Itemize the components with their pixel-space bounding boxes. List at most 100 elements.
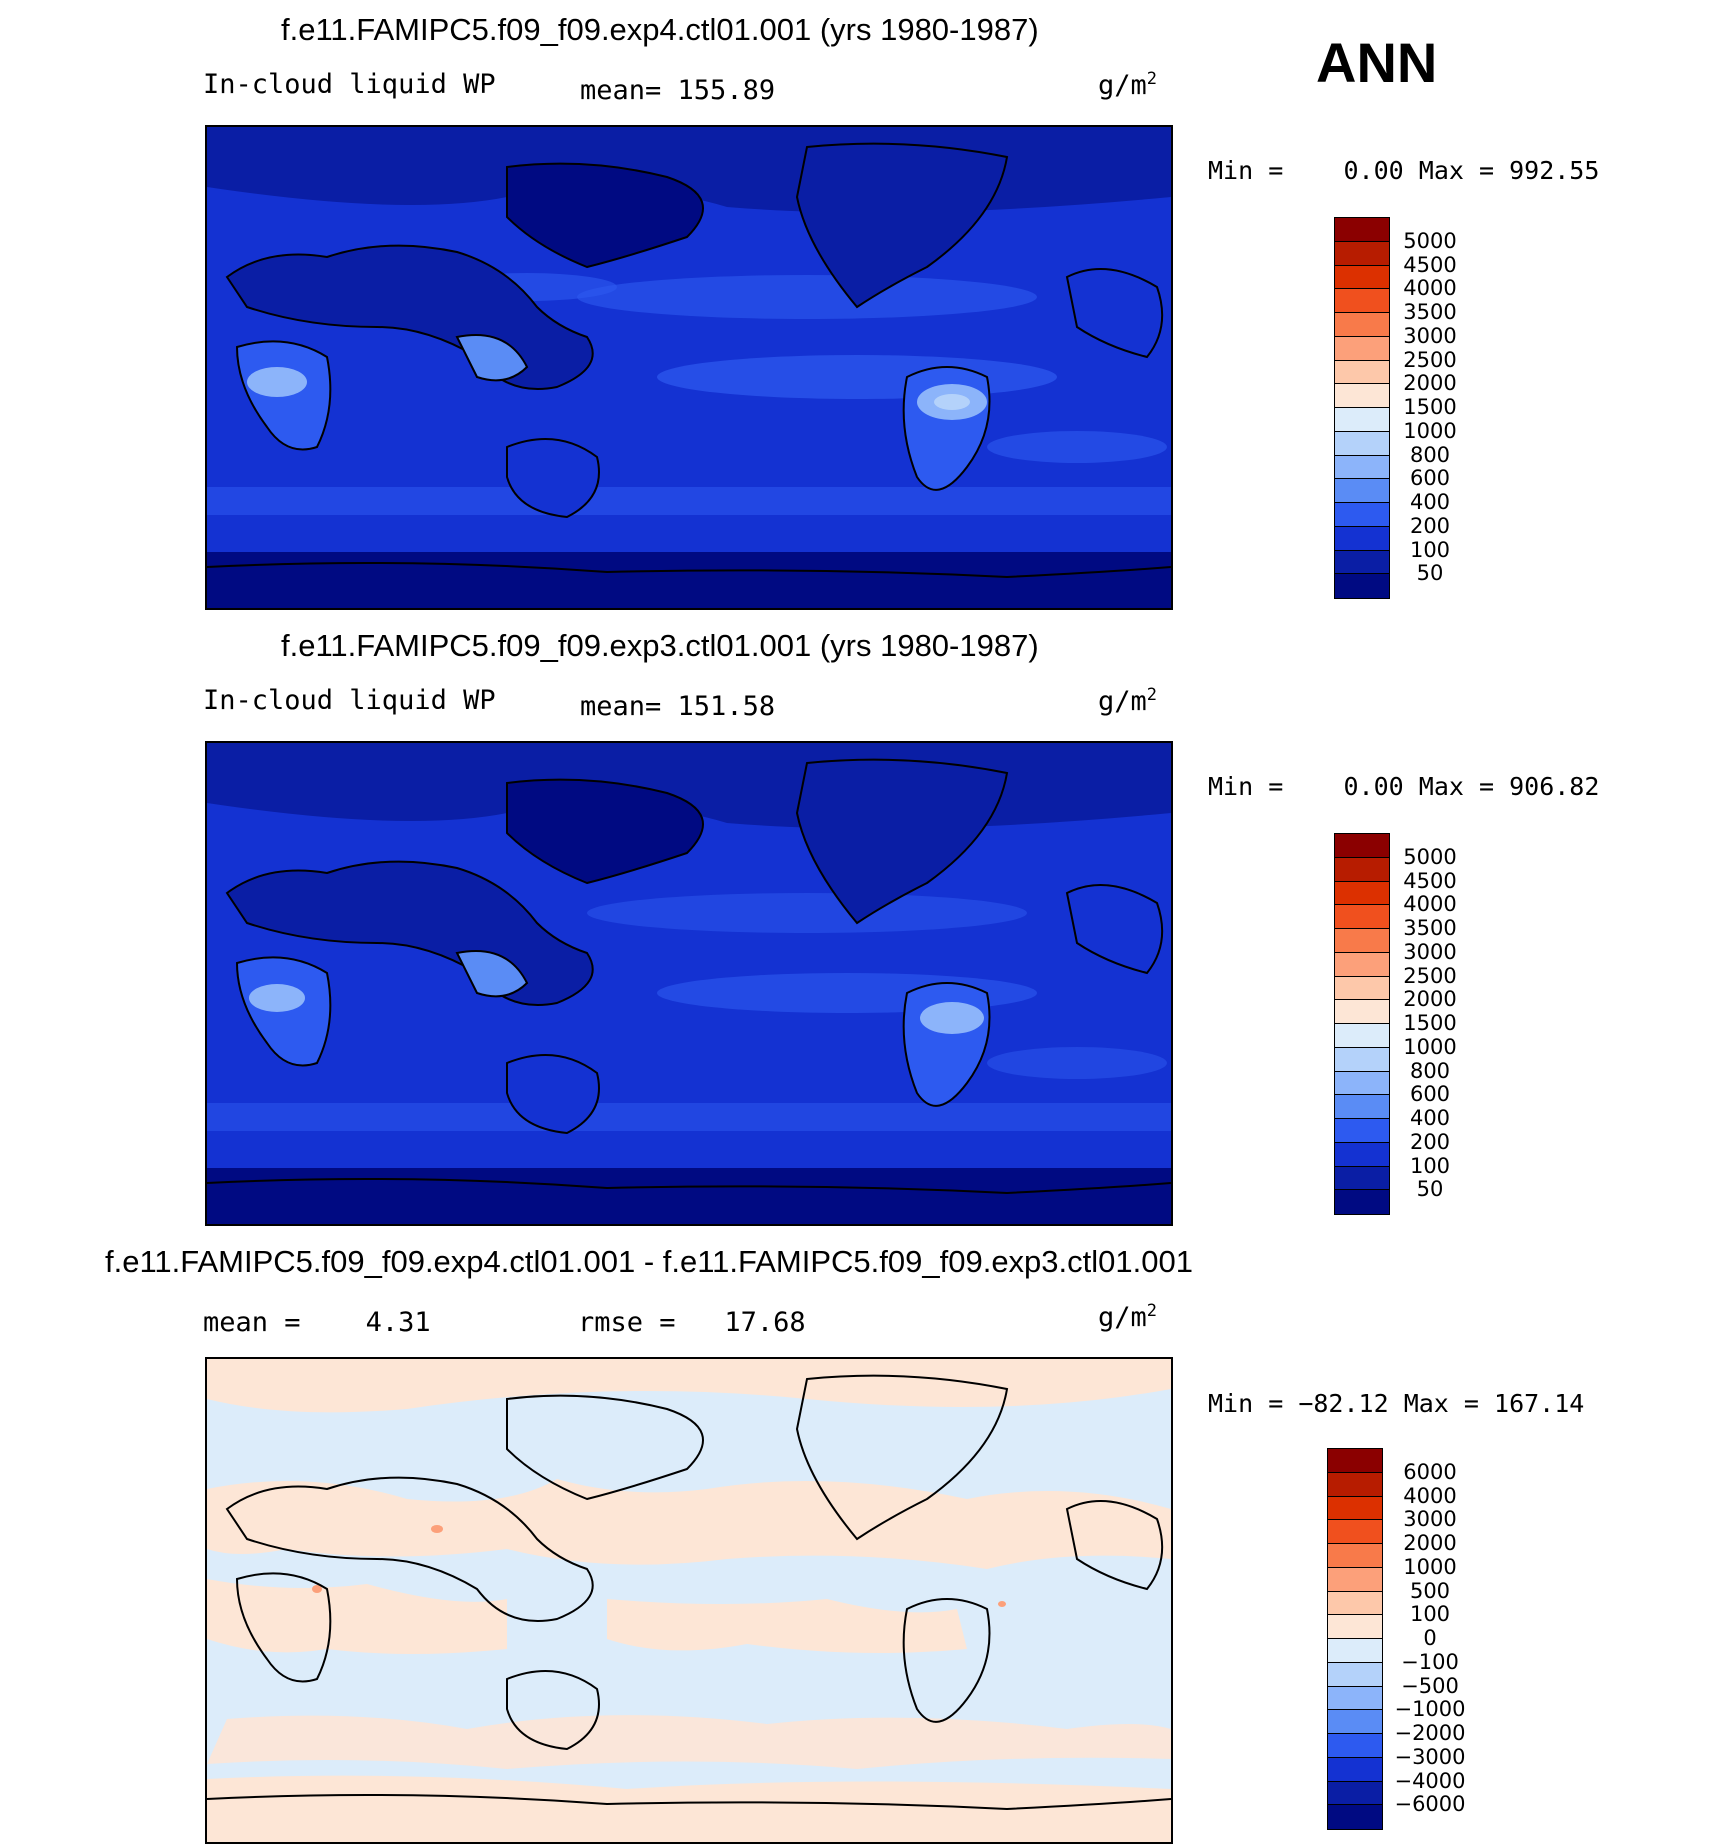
colorbar-label: 2500: [1403, 347, 1457, 372]
panel2-colorbar-scale: [1334, 833, 1390, 1215]
panel1-field-label: In-cloud liquid WP: [203, 69, 496, 100]
colorbar-swatch: [1335, 1095, 1389, 1119]
colorbar-swatch: [1335, 503, 1389, 527]
colorbar-label: 3500: [1403, 916, 1457, 940]
colorbar-swatch: [1328, 1591, 1382, 1616]
colorbar-label: 1000: [1403, 418, 1457, 443]
panel3-map-svg: [207, 1359, 1171, 1842]
colorbar-label: 800: [1409, 442, 1451, 467]
colorbar-label: 1500: [1403, 395, 1457, 419]
colorbar-swatch: [1328, 1662, 1382, 1687]
colorbar-swatch: [1335, 857, 1389, 882]
panel1-units: g/m2: [1098, 69, 1158, 101]
panel2-mean: mean= 151.58: [580, 691, 776, 722]
colorbar-swatch: [1335, 1000, 1389, 1024]
panel1-colorbar-scale: [1334, 217, 1390, 599]
colorbar-swatch: [1328, 1472, 1382, 1497]
colorbar-label: 100: [1409, 1153, 1451, 1178]
colorbar-label: 4000: [1403, 276, 1457, 301]
colorbar-swatch: [1335, 834, 1389, 858]
colorbar-swatch: [1335, 241, 1389, 266]
colorbar-swatch: [1335, 479, 1389, 503]
colorbar-label: −6000: [1394, 1792, 1466, 1817]
colorbar-label: 400: [1409, 1106, 1451, 1130]
colorbar-label: 4500: [1403, 868, 1457, 893]
colorbar-swatch: [1335, 218, 1389, 242]
colorbar-label: 600: [1409, 1082, 1451, 1107]
panel2-map: [205, 741, 1173, 1226]
colorbar-swatch: [1328, 1520, 1382, 1544]
panel2-map-svg: [207, 743, 1171, 1224]
colorbar-label: 4000: [1403, 1483, 1457, 1508]
colorbar-swatch: [1328, 1805, 1382, 1829]
colorbar-label: 1000: [1403, 1554, 1457, 1579]
colorbar-label: 2000: [1403, 371, 1457, 396]
colorbar-swatch: [1335, 289, 1389, 313]
colorbar-swatch: [1335, 431, 1389, 456]
colorbar-swatch: [1328, 1686, 1382, 1711]
colorbar-label: −2000: [1394, 1721, 1466, 1745]
colorbar-label: 200: [1409, 1129, 1451, 1154]
colorbar-swatch: [1335, 265, 1389, 290]
panel2-field-label: In-cloud liquid WP: [203, 685, 496, 716]
colorbar-swatch: [1328, 1710, 1382, 1734]
colorbar-label: 3000: [1403, 323, 1457, 348]
colorbar-label: 4000: [1403, 892, 1457, 917]
colorbar-swatch: [1328, 1639, 1382, 1663]
colorbar-label: 1500: [1403, 1011, 1457, 1035]
colorbar-label: −100: [1401, 1649, 1459, 1674]
colorbar-swatch: [1335, 384, 1389, 408]
season-label: ANN: [1316, 31, 1438, 94]
colorbar-label: −1000: [1394, 1697, 1466, 1722]
colorbar-label: −3000: [1394, 1744, 1466, 1769]
colorbar-label: 800: [1409, 1058, 1451, 1083]
colorbar-swatch: [1335, 1047, 1389, 1072]
colorbar-label: 50: [1416, 1177, 1444, 1202]
colorbar-label: 2000: [1403, 987, 1457, 1012]
colorbar-label: −500: [1401, 1673, 1459, 1698]
colorbar-label: −4000: [1394, 1768, 1466, 1793]
colorbar-swatch: [1335, 976, 1389, 1001]
panel3-map: [205, 1357, 1173, 1844]
panel3-minmax: Min = −82.12 Max = 167.14: [1208, 1389, 1585, 1418]
panel1-map: [205, 125, 1173, 610]
panel3-colorbar-scale: [1327, 1448, 1383, 1830]
colorbar-label: 400: [1409, 490, 1451, 514]
colorbar-label: 100: [1409, 1602, 1451, 1627]
panel2-minmax: Min = 0.00 Max = 906.82: [1208, 772, 1600, 801]
panel3-title: f.e11.FAMIPC5.f09_f09.exp4.ctl01.001 - f…: [105, 1244, 1193, 1279]
colorbar-label: 600: [1409, 466, 1451, 491]
colorbar-swatch: [1335, 455, 1389, 480]
colorbar-swatch: [1335, 360, 1389, 385]
colorbar-label: 1000: [1403, 1034, 1457, 1059]
colorbar-label: 500: [1409, 1578, 1451, 1603]
colorbar-swatch: [1335, 952, 1389, 977]
colorbar-swatch: [1335, 1142, 1389, 1167]
colorbar-swatch: [1335, 881, 1389, 906]
colorbar-swatch: [1335, 574, 1389, 598]
colorbar-label: 2500: [1403, 963, 1457, 988]
colorbar-swatch: [1328, 1567, 1382, 1592]
colorbar-swatch: [1328, 1734, 1382, 1758]
colorbar-label: 3500: [1403, 300, 1457, 324]
colorbar-label: 3000: [1403, 1507, 1457, 1532]
colorbar-swatch: [1335, 313, 1389, 337]
colorbar-swatch: [1335, 1071, 1389, 1096]
colorbar-label: 5000: [1403, 844, 1457, 869]
colorbar-label: 5000: [1403, 228, 1457, 253]
colorbar-label: 6000: [1403, 1459, 1457, 1484]
colorbar-swatch: [1335, 1024, 1389, 1048]
colorbar-swatch: [1335, 905, 1389, 929]
colorbar-label: 100: [1409, 537, 1451, 562]
panel3-units: g/m2: [1098, 1301, 1158, 1333]
panel3-mean: mean = 4.31: [203, 1307, 431, 1338]
panel3-rmse: rmse = 17.68: [578, 1307, 806, 1338]
colorbar-label: 3000: [1403, 939, 1457, 964]
colorbar-swatch: [1328, 1449, 1382, 1473]
colorbar-swatch: [1328, 1496, 1382, 1521]
colorbar-label: 200: [1409, 513, 1451, 538]
colorbar-label: 50: [1416, 561, 1444, 586]
panel1-minmax: Min = 0.00 Max = 992.55: [1208, 156, 1600, 185]
colorbar-swatch: [1328, 1757, 1382, 1782]
colorbar-swatch: [1335, 1190, 1389, 1214]
